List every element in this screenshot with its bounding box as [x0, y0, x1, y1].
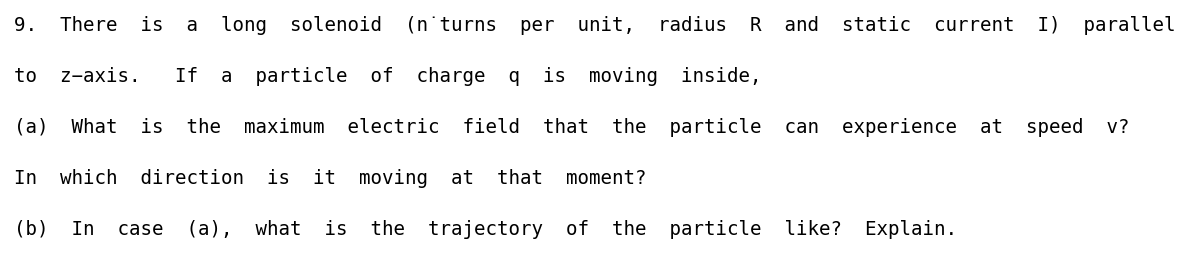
Text: (a)  What  is  the  maximum  electric  field  that  the  particle  can  experien: (a) What is the maximum electric field t… [14, 118, 1130, 136]
Text: to  z−axis.   If  a  particle  of  charge  q  is  moving  inside,: to z−axis. If a particle of charge q is … [14, 67, 762, 86]
Text: 9.  There  is  a  long  solenoid  (n˙turns  per  unit,  radius  R  and  static  : 9. There is a long solenoid (n˙turns per… [14, 16, 1176, 35]
Text: (b)  In  case  (a),  what  is  the  trajectory  of  the  particle  like?  Explai: (b) In case (a), what is the trajectory … [14, 219, 958, 238]
Text: In  which  direction  is  it  moving  at  that  moment?: In which direction is it moving at that … [14, 168, 647, 187]
